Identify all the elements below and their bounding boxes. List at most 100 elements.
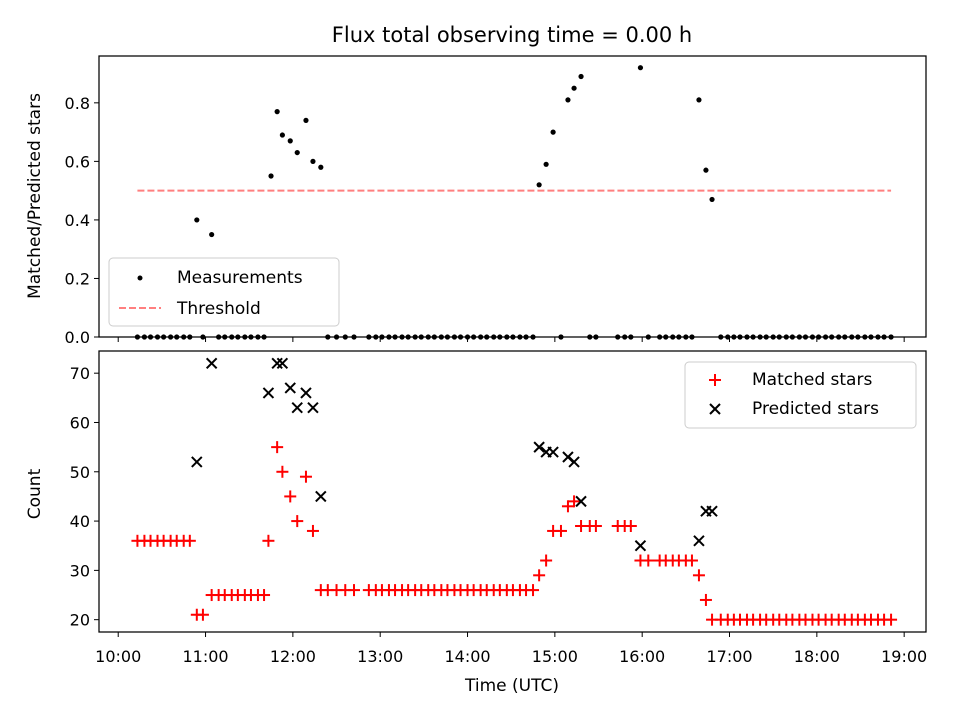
legend-measurements-label: Measurements bbox=[177, 268, 303, 288]
top-panel: 0.00.20.40.60.8 Matched/Predicted stars … bbox=[25, 55, 927, 347]
x-tick-label: 16:00 bbox=[619, 647, 665, 666]
top-legend: Measurements Threshold bbox=[108, 257, 340, 327]
matched-stars-point bbox=[347, 584, 360, 597]
matched-stars-point bbox=[196, 608, 209, 621]
x-tick-label: 11:00 bbox=[182, 647, 228, 666]
measurement-point bbox=[287, 138, 293, 144]
predicted-stars-point bbox=[284, 382, 296, 394]
matched-stars-point bbox=[183, 534, 196, 547]
x-axis-label: Time (UTC) bbox=[464, 676, 559, 696]
matched-stars-point bbox=[692, 569, 705, 582]
x-tick-label: 18:00 bbox=[794, 647, 840, 666]
x-tick-label: 15:00 bbox=[532, 647, 578, 666]
bottom-x-axis: 10:00 11:00 12:00 13:00 14:00 15:00 16:00 17:00… bbox=[95, 632, 927, 666]
top-x-axis bbox=[117, 337, 905, 342]
bottom-axes-frame bbox=[98, 350, 927, 633]
matched-stars-point bbox=[554, 524, 567, 537]
predicted-stars-point bbox=[205, 357, 218, 370]
bottom-legend-box bbox=[684, 361, 917, 429]
measurement-point bbox=[565, 97, 571, 103]
matched-stars-point bbox=[284, 490, 297, 503]
measurement-point bbox=[318, 164, 324, 170]
matched-stars-point bbox=[271, 441, 284, 454]
x-tick-label: 17:00 bbox=[706, 647, 752, 666]
matched-stars-point bbox=[699, 593, 712, 606]
predicted-stars-point bbox=[575, 495, 587, 508]
matched-stars-point bbox=[299, 470, 312, 483]
measurement-point bbox=[274, 109, 280, 115]
y-tick-label: 30 bbox=[70, 561, 90, 580]
matched-stars-point bbox=[527, 584, 540, 597]
matched-stars-point bbox=[624, 520, 637, 533]
top-legend-box bbox=[108, 257, 340, 327]
legend-predicted-label: Predicted stars bbox=[752, 399, 879, 419]
bottom-panel: 20 30 40 50 60 70 10:00 11:00 12:00 13:00 14:00 15… bbox=[25, 350, 927, 696]
measurement-point bbox=[550, 129, 556, 135]
measurement-point bbox=[571, 85, 577, 91]
y-tick-label: 70 bbox=[70, 364, 90, 383]
bottom-plot-marks bbox=[131, 357, 898, 626]
matched-stars-point bbox=[568, 495, 581, 508]
y-tick-label: 0.6 bbox=[65, 152, 90, 171]
measurement-point bbox=[709, 196, 715, 203]
predicted-stars-point bbox=[191, 456, 203, 468]
measurement-point bbox=[279, 132, 285, 138]
matched-stars-point bbox=[589, 520, 602, 533]
x-tick-label: 10:00 bbox=[95, 647, 141, 666]
measurement-point bbox=[696, 97, 702, 103]
legend-predicted-marker bbox=[709, 403, 721, 415]
predicted-stars-point bbox=[262, 387, 275, 399]
predicted-stars-point bbox=[634, 540, 647, 552]
predicted-stars-point bbox=[533, 441, 545, 453]
y-tick-label: 40 bbox=[70, 512, 90, 531]
measurement-point bbox=[543, 161, 549, 167]
measurement-point bbox=[194, 217, 200, 223]
matched-stars-point bbox=[262, 534, 275, 547]
measurement-point bbox=[294, 149, 300, 156]
y-tick-label: 20 bbox=[70, 611, 90, 630]
predicted-stars-point bbox=[693, 535, 705, 547]
predicted-stars-point bbox=[271, 357, 283, 370]
measurement-point bbox=[536, 182, 542, 188]
legend-threshold-label: Threshold bbox=[176, 299, 261, 319]
chart-title: Flux total observing time = 0.00 h bbox=[332, 23, 692, 47]
measurement-point bbox=[268, 173, 274, 179]
matched-stars-point bbox=[685, 554, 698, 567]
measurement-point bbox=[310, 158, 316, 164]
y-tick-label: 0.0 bbox=[65, 328, 90, 347]
top-y-axis: 0.0 0.2 0.4 0.6 0.8 bbox=[65, 94, 99, 347]
measurement-point bbox=[209, 231, 215, 238]
top-axes-frame bbox=[98, 55, 927, 338]
measurement-point bbox=[703, 167, 709, 173]
measurement-point bbox=[578, 73, 584, 80]
predicted-stars-point bbox=[568, 456, 580, 468]
matched-stars-point bbox=[291, 515, 304, 528]
matched-stars-point bbox=[276, 465, 289, 478]
matched-stars-point bbox=[533, 569, 546, 582]
bottom-y-axis-label: Count bbox=[25, 468, 45, 519]
bottom-y-axis: 20 30 40 50 60 70 bbox=[70, 364, 99, 630]
bottom-legend: Matched stars Predicted stars bbox=[684, 361, 917, 429]
predicted-stars-point bbox=[315, 490, 327, 503]
top-y-axis-label: Matched/Predicted stars bbox=[25, 93, 45, 299]
legend-matched-marker bbox=[709, 374, 721, 386]
predicted-stars-point bbox=[300, 387, 312, 399]
measurement-point bbox=[303, 117, 309, 123]
x-tick-label: 12:00 bbox=[270, 647, 316, 666]
x-tick-label: 13:00 bbox=[357, 647, 403, 666]
predicted-stars-point bbox=[307, 401, 319, 414]
matched-stars-point bbox=[561, 500, 574, 513]
matched-stars-point bbox=[642, 554, 655, 567]
predicted-stars-point bbox=[547, 446, 559, 458]
measurement-point bbox=[637, 65, 644, 71]
legend-measurements-marker bbox=[137, 275, 143, 281]
matched-stars-point bbox=[885, 613, 898, 626]
x-tick-label: 19:00 bbox=[881, 647, 927, 666]
predicted-stars-point bbox=[276, 357, 289, 370]
legend-matched-label: Matched stars bbox=[752, 370, 872, 390]
y-tick-label: 0.2 bbox=[65, 269, 90, 288]
predicted-stars-point bbox=[706, 505, 718, 517]
y-tick-label: 60 bbox=[70, 413, 90, 432]
y-tick-label: 50 bbox=[70, 463, 90, 482]
